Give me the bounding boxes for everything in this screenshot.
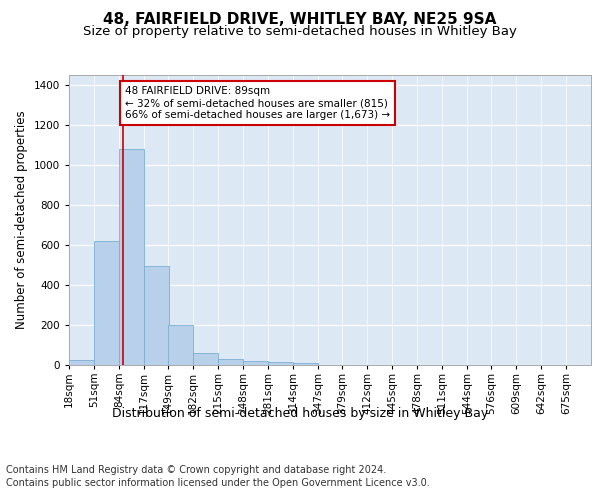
Y-axis label: Number of semi-detached properties: Number of semi-detached properties bbox=[15, 110, 28, 330]
Bar bbox=[293, 363, 318, 365]
Text: Size of property relative to semi-detached houses in Whitley Bay: Size of property relative to semi-detach… bbox=[83, 25, 517, 38]
Bar bbox=[218, 359, 243, 365]
Bar bbox=[119, 149, 144, 365]
Bar bbox=[193, 353, 218, 365]
Bar bbox=[243, 361, 268, 365]
Text: Distribution of semi-detached houses by size in Whitley Bay: Distribution of semi-detached houses by … bbox=[112, 408, 488, 420]
Bar bbox=[94, 241, 119, 365]
Text: 48, FAIRFIELD DRIVE, WHITLEY BAY, NE25 9SA: 48, FAIRFIELD DRIVE, WHITLEY BAY, NE25 9… bbox=[103, 12, 497, 28]
Text: 48 FAIRFIELD DRIVE: 89sqm
← 32% of semi-detached houses are smaller (815)
66% of: 48 FAIRFIELD DRIVE: 89sqm ← 32% of semi-… bbox=[125, 86, 390, 120]
Bar bbox=[144, 266, 169, 365]
Text: Contains public sector information licensed under the Open Government Licence v3: Contains public sector information licen… bbox=[6, 478, 430, 488]
Bar bbox=[268, 362, 293, 365]
Bar bbox=[168, 325, 193, 365]
Bar bbox=[69, 360, 94, 365]
Text: Contains HM Land Registry data © Crown copyright and database right 2024.: Contains HM Land Registry data © Crown c… bbox=[6, 465, 386, 475]
